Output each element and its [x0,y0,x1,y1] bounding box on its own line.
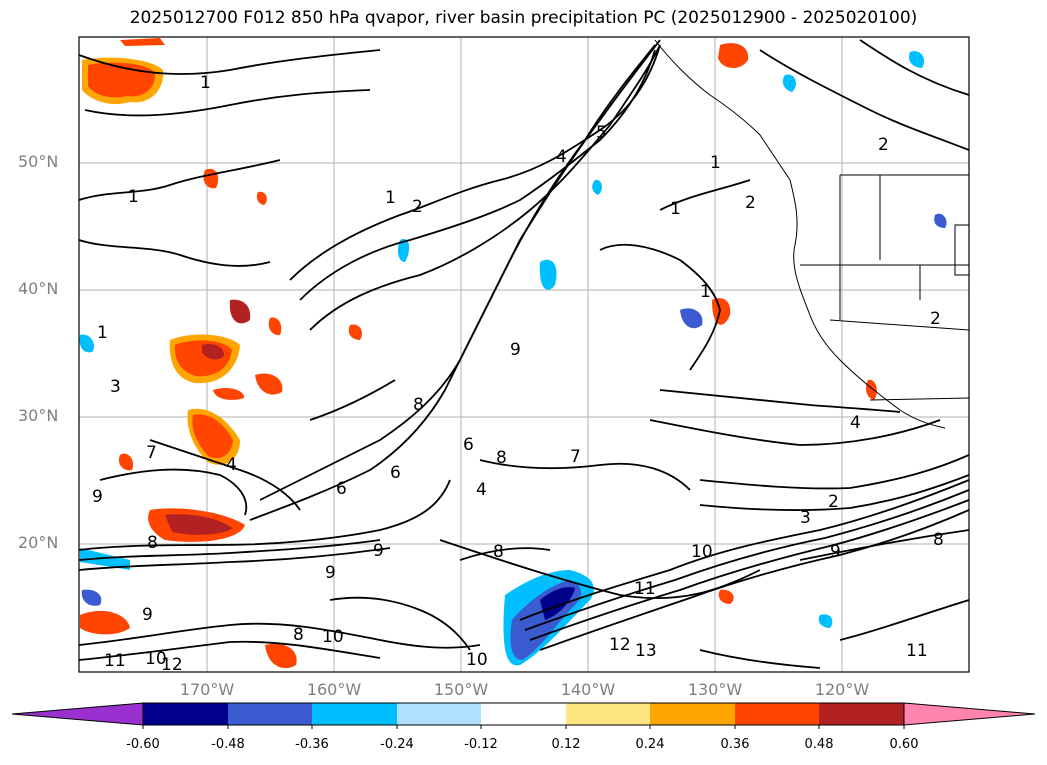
contour-label: 1 [200,73,211,93]
contour-label: 1 [128,187,139,207]
contour-label: 10 [466,650,488,670]
contour-label: 1 [670,199,681,219]
colorbar-segment [312,703,397,725]
contour-label: 1 [710,153,721,173]
contour-label: 1 [97,323,108,343]
colorbar [11,702,1036,729]
colorbar-tick-label: -0.48 [211,737,245,752]
lat-label: 30°N [18,406,59,425]
colorbar-tick-label: -0.36 [295,737,329,752]
colorbar-extend-low [11,702,144,726]
contour-label: 12 [609,635,631,655]
contour-label: 8 [493,542,504,562]
colorbar-segment [819,703,904,725]
contour-label: 7 [570,447,581,467]
contour-label: 4 [226,455,237,475]
contour-label: 9 [830,542,841,562]
lat-label: 50°N [18,152,59,171]
contour-label: 1 [700,282,711,302]
colorbar-tick-label: 0.24 [635,737,665,752]
contour-label: 4 [476,480,487,500]
contour-label: 8 [293,625,304,645]
coastline [654,39,969,429]
lon-label: 140°W [560,680,616,699]
colorbar-tick-label: -0.12 [464,737,498,752]
contour-label: 2 [745,193,756,213]
contour-label: 9 [142,605,153,625]
precip-shading [79,38,947,669]
colorbar-tick-label: -0.24 [380,737,414,752]
contour-label: 11 [634,579,656,599]
contour-label: 10 [691,542,713,562]
contour-label: 3 [110,377,121,397]
colorbar-segment [397,703,481,725]
contour-label: 6 [336,479,347,499]
contour-label: 7 [146,443,157,463]
qvapor-contours [79,39,969,669]
contour-label: 11 [906,641,928,661]
colorbar-tick-label: -0.60 [126,737,160,752]
contour-labels: 1 1 1 2 2 1 2 1 1 2 1 3 4 5 6 8 9 4 9 6 [92,73,944,675]
lon-label: 120°W [814,680,870,699]
contour-label: 6 [463,435,474,455]
colorbar-tick-label: 0.60 [889,737,919,752]
lon-label: 130°W [687,680,743,699]
colorbar-tick-label: 0.36 [720,737,750,752]
colorbar-segment [228,703,312,725]
lat-label: 40°N [18,279,59,298]
contour-label: 2 [878,135,889,155]
map-panel: 1 1 1 2 2 1 2 1 1 2 1 3 4 5 6 8 9 4 9 6 [78,36,970,675]
contour-label: 10 [322,627,344,647]
contour-label: 9 [510,340,521,360]
lat-label: 20°N [18,533,59,552]
contour-label: 9 [325,563,336,583]
contour-label: 4 [850,413,861,433]
contour-label: 11 [104,651,126,671]
contour-label: 3 [800,508,811,528]
contour-label: 2 [930,309,941,329]
colorbar-extend-high [903,702,1036,726]
contour-label: 8 [496,448,507,468]
contour-label: 2 [828,492,839,512]
contour-label: 13 [635,641,657,661]
colorbar-segment [481,703,566,725]
contour-label: 8 [413,395,424,415]
contour-label: 4 [556,147,567,167]
contour-label: 1 [385,188,396,208]
contour-label: 6 [390,463,401,483]
lon-label: 150°W [433,680,489,699]
colorbar-tick-label: 0.48 [804,737,834,752]
contour-label: 8 [147,533,158,553]
page-title: 2025012700 F012 850 hPa qvapor, river ba… [129,8,918,28]
contour-label: 8 [933,530,944,550]
map-frame [78,36,970,673]
contour-label: 12 [161,655,183,675]
contour-label: 5 [596,123,607,143]
contour-label: 9 [373,541,384,561]
lon-label: 170°W [179,680,235,699]
colorbar-segment [735,703,819,725]
colorbar-segment [143,703,228,725]
contour-label: 9 [92,487,103,507]
contour-label: 2 [412,197,423,217]
contour-label: 10 [145,649,167,669]
colorbar-segment [566,703,650,725]
colorbar-segment [650,703,735,725]
colorbar-tick-label: 0.12 [551,737,581,752]
lon-label: 160°W [306,680,362,699]
